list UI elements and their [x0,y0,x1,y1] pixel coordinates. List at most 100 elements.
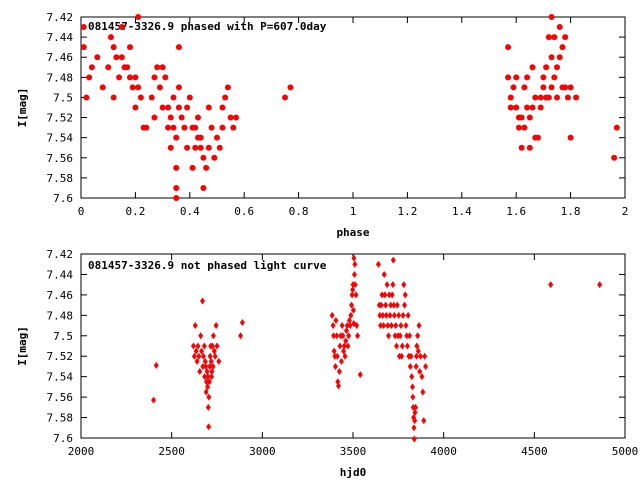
y-tick-label: 7.54 [47,132,74,145]
data-point [335,382,341,390]
data-point [346,316,352,324]
data-point [402,291,408,299]
data-point [422,352,428,360]
data-point [415,332,421,340]
data-point [521,84,528,91]
data-point [332,362,338,370]
data-point [388,301,394,309]
data-point [143,124,150,131]
data-point [184,144,191,151]
data-point [386,332,392,340]
data-point [214,134,220,141]
data-point [548,84,555,91]
data-point [165,104,172,111]
data-point [137,94,144,101]
data-point [524,104,531,111]
data-point [211,154,218,161]
data-point [412,417,418,425]
x-tick-label: 1.2 [397,205,417,218]
data-point [156,84,163,91]
y-tick-label: 7.52 [47,112,74,125]
y-tick-label: 7.42 [47,248,74,261]
data-point [197,368,203,376]
data-point [219,124,226,131]
data-point [354,322,360,330]
data-point [200,352,206,360]
data-point [513,104,520,111]
data-point [407,362,413,370]
data-point [162,74,169,81]
data-point [118,24,125,31]
data-point [132,104,139,111]
x-tick-label: 2000 [68,445,95,458]
data-point [105,64,112,71]
data-point [154,64,161,71]
data-point [340,332,346,340]
data-point [83,94,90,101]
data-point [197,144,204,151]
data-point [391,311,397,319]
x-tick-label: 0.8 [289,205,309,218]
data-point [421,417,427,425]
data-point [404,332,410,340]
data-point [355,332,361,340]
data-point [420,388,426,396]
data-point [233,114,240,121]
data-point [379,291,385,299]
y-tick-label: 7.5 [53,91,73,104]
data-point [419,373,425,381]
data-point [206,423,212,431]
x-tick-label: 3500 [340,445,367,458]
data-point [197,134,204,141]
data-point [611,154,618,161]
data-point [375,260,381,268]
data-point [195,342,201,350]
data-point [282,94,288,101]
data-point [343,327,349,335]
data-point [567,84,574,91]
y-axis-label: I[mag] [16,88,29,128]
data-point [200,154,207,161]
data-point [151,74,158,81]
x-tick-label: 0 [78,205,85,218]
data-point [222,94,229,101]
data-point [151,396,157,404]
data-point [167,144,174,151]
data-point [394,301,400,309]
data-point [518,144,525,151]
y-tick-label: 7.44 [47,31,74,44]
data-point [573,94,580,101]
chart-title: 081457-3326.9 not phased light curve [88,259,327,272]
data-point [352,281,358,289]
data-point [382,291,388,299]
data-point [351,254,357,262]
chart-title: 081457-3326.9 phased with P=607.0day [88,20,327,33]
data-point [548,54,555,61]
data-point [518,114,525,121]
data-point [597,281,603,289]
data-point [216,357,222,365]
data-point [505,74,512,81]
data-point [392,332,398,340]
data-point [349,291,355,299]
data-point [411,435,417,443]
data-point [107,34,114,41]
data-point [331,332,337,340]
data-point [378,301,384,309]
x-tick-label: 5000 [612,445,639,458]
data-point [212,352,218,360]
data-point [417,352,423,360]
data-point [200,184,207,191]
data-point [545,94,552,101]
data-point [331,347,337,355]
data-point [559,44,566,51]
data-point [562,34,569,41]
x-tick-label: 0.6 [234,205,254,218]
data-point [88,64,95,71]
x-axis-label: phase [336,226,369,239]
data-point [94,54,101,61]
data-point [532,94,539,101]
data-point [110,44,117,51]
data-point [380,322,386,330]
data-point [554,64,560,71]
